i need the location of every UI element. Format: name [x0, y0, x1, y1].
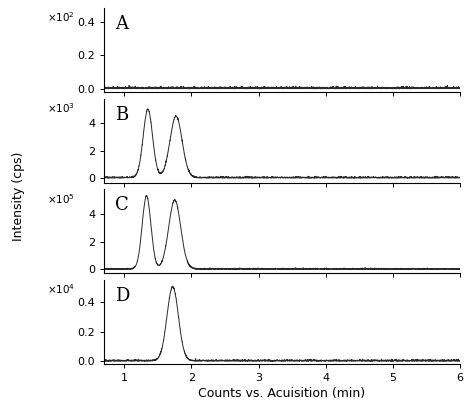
Text: C: C — [115, 196, 129, 214]
Text: A: A — [115, 15, 128, 33]
Text: D: D — [115, 287, 129, 305]
Text: Intensity (cps): Intensity (cps) — [12, 152, 25, 241]
Text: ×10$^4$: ×10$^4$ — [47, 283, 75, 297]
X-axis label: Counts vs. Acuisition (min): Counts vs. Acuisition (min) — [199, 387, 365, 400]
Text: B: B — [115, 106, 128, 124]
Text: ×10$^2$: ×10$^2$ — [47, 11, 75, 25]
Text: ×10$^5$: ×10$^5$ — [47, 192, 75, 206]
Text: ×10$^3$: ×10$^3$ — [47, 101, 75, 115]
